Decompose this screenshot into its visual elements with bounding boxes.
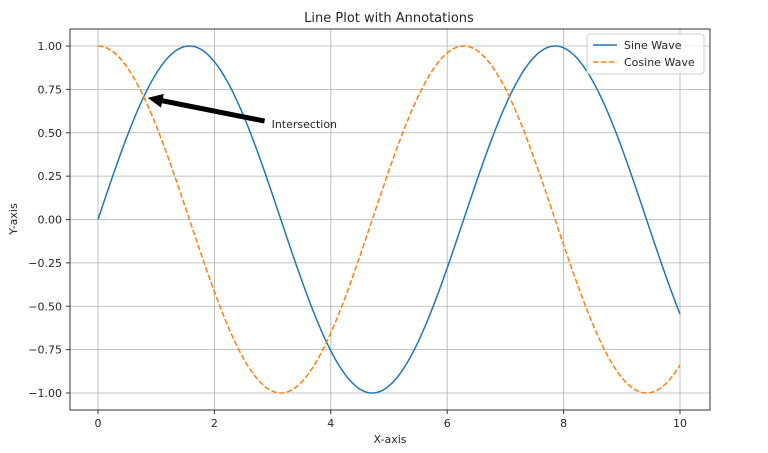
y-tick-label: 1.00 — [38, 40, 63, 53]
x-tick-label: 2 — [211, 417, 218, 430]
y-tick-label: −0.25 — [28, 257, 62, 270]
chart-title: Line Plot with Annotations — [304, 11, 474, 26]
legend: Sine Wave Cosine Wave — [586, 33, 705, 75]
grid-lines — [70, 29, 710, 410]
legend-label: Sine Wave — [624, 39, 682, 52]
y-tick-label: −0.75 — [28, 344, 62, 357]
x-tick-label: 0 — [95, 417, 102, 430]
annotation-text: Intersection — [272, 118, 337, 131]
y-tick-label: 0.50 — [38, 127, 63, 140]
annotation-arrow-head-icon — [147, 93, 164, 108]
y-tick-label: 0.25 — [38, 170, 63, 183]
series-line-cosine-wave — [97, 45, 681, 394]
y-tick-label: −0.50 — [28, 300, 62, 313]
x-axis-ticks: 0 2 4 6 8 10 — [95, 410, 687, 430]
y-tick-label: 0.75 — [38, 83, 63, 96]
legend-label: Cosine Wave — [624, 56, 695, 69]
x-tick-label: 6 — [444, 417, 451, 430]
x-axis-label: X-axis — [374, 433, 407, 446]
annotation: Intersection — [147, 93, 337, 131]
series-lines — [97, 45, 681, 394]
y-axis-label: Y-axis — [7, 203, 20, 236]
y-tick-label: 0.00 — [38, 214, 63, 227]
x-tick-label: 10 — [673, 417, 687, 430]
x-tick-label: 8 — [560, 417, 567, 430]
series-line-sine-wave — [97, 45, 681, 394]
x-tick-label: 4 — [327, 417, 334, 430]
y-axis-ticks: 1.00 0.75 0.50 0.25 0.00 −0.25 −0.50 −0.75 −1.00 — [28, 40, 70, 400]
legend-box — [586, 33, 705, 75]
annotation-arrow-shaft — [161, 98, 266, 124]
y-tick-label: −1.00 — [28, 387, 62, 400]
